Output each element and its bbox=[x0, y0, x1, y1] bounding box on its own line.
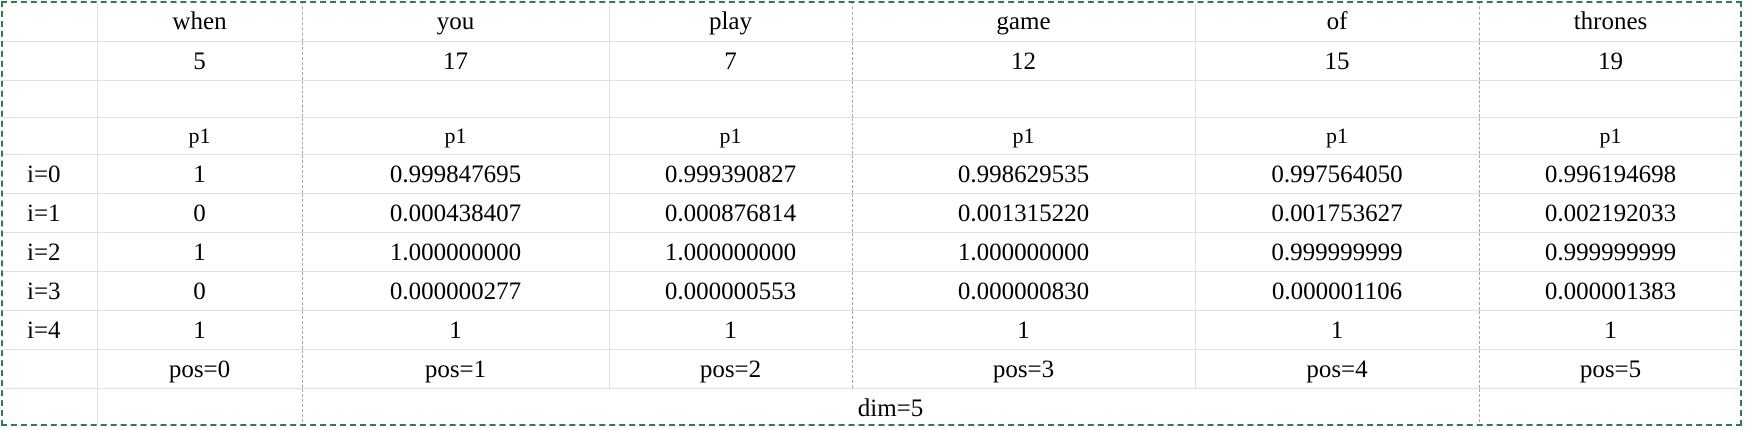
value-cell[interactable]: 0.999999999 bbox=[1195, 232, 1480, 272]
data-row-i1: i=1 0 0.000438407 0.000876814 0.00131522… bbox=[3, 193, 1740, 233]
value-cell[interactable]: 0.998629535 bbox=[852, 154, 1196, 194]
cell-empty[interactable] bbox=[3, 117, 98, 155]
p1-row: p1 p1 p1 p1 p1 p1 bbox=[3, 117, 1740, 155]
id-cell[interactable]: 12 bbox=[852, 41, 1196, 81]
cell-empty[interactable] bbox=[3, 388, 98, 424]
position-cell[interactable]: pos=4 bbox=[1195, 349, 1480, 389]
p1-cell[interactable]: p1 bbox=[852, 117, 1196, 155]
position-cell[interactable]: pos=0 bbox=[97, 349, 303, 389]
value-cell[interactable]: 0.001315220 bbox=[852, 193, 1196, 233]
row-label[interactable]: i=1 bbox=[3, 193, 98, 233]
words-row: when you play game of thrones bbox=[3, 3, 1740, 42]
word-cell[interactable]: when bbox=[97, 3, 303, 42]
id-cell[interactable]: 7 bbox=[609, 41, 853, 81]
data-row-i4: i=4 1 1 1 1 1 1 bbox=[3, 310, 1740, 350]
id-cell[interactable]: 15 bbox=[1195, 41, 1480, 81]
dim-row: dim=5 bbox=[3, 388, 1740, 424]
value-cell[interactable]: 0.999390827 bbox=[609, 154, 853, 194]
cell-empty[interactable] bbox=[3, 41, 98, 81]
p1-cell[interactable]: p1 bbox=[609, 117, 853, 155]
value-cell[interactable]: 1.000000000 bbox=[609, 232, 853, 272]
dim-cell[interactable]: dim=5 bbox=[302, 388, 1480, 424]
row-label[interactable]: i=0 bbox=[3, 154, 98, 194]
id-cell[interactable]: 19 bbox=[1479, 41, 1740, 81]
positions-row: pos=0 pos=1 pos=2 pos=3 pos=4 pos=5 bbox=[3, 349, 1740, 389]
p1-cell[interactable]: p1 bbox=[1195, 117, 1480, 155]
word-cell[interactable]: game bbox=[852, 3, 1196, 42]
row-label[interactable]: i=4 bbox=[3, 310, 98, 350]
value-cell[interactable]: 0.000001106 bbox=[1195, 271, 1480, 311]
cell-empty[interactable] bbox=[3, 80, 98, 118]
value-cell[interactable]: 0.000876814 bbox=[609, 193, 853, 233]
value-cell[interactable]: 0.000000277 bbox=[302, 271, 610, 311]
value-cell[interactable]: 0.000000553 bbox=[609, 271, 853, 311]
value-cell[interactable]: 1 bbox=[609, 310, 853, 350]
word-cell[interactable]: of bbox=[1195, 3, 1480, 42]
value-cell[interactable]: 1 bbox=[852, 310, 1196, 350]
p1-cell[interactable]: p1 bbox=[97, 117, 303, 155]
cell-empty[interactable] bbox=[609, 80, 853, 118]
value-cell[interactable]: 0.999999999 bbox=[1479, 232, 1740, 272]
cell-empty[interactable] bbox=[97, 388, 303, 424]
cell-empty[interactable] bbox=[852, 80, 1196, 118]
id-cell[interactable]: 17 bbox=[302, 41, 610, 81]
row-label[interactable]: i=2 bbox=[3, 232, 98, 272]
cell-empty[interactable] bbox=[1195, 80, 1480, 118]
cell-empty[interactable] bbox=[1479, 80, 1740, 118]
value-cell[interactable]: 1 bbox=[97, 310, 303, 350]
word-cell[interactable]: you bbox=[302, 3, 610, 42]
position-cell[interactable]: pos=5 bbox=[1479, 349, 1740, 389]
p1-cell[interactable]: p1 bbox=[1479, 117, 1740, 155]
data-row-i0: i=0 1 0.999847695 0.999390827 0.99862953… bbox=[3, 154, 1740, 194]
cell-empty[interactable] bbox=[3, 349, 98, 389]
empty-row bbox=[3, 80, 1740, 118]
row-label[interactable]: i=3 bbox=[3, 271, 98, 311]
value-cell[interactable]: 1.000000000 bbox=[302, 232, 610, 272]
id-cell[interactable]: 5 bbox=[97, 41, 303, 81]
cell-empty[interactable] bbox=[97, 80, 303, 118]
p1-cell[interactable]: p1 bbox=[302, 117, 610, 155]
value-cell[interactable]: 1 bbox=[97, 154, 303, 194]
value-cell[interactable]: 0.999847695 bbox=[302, 154, 610, 194]
cell-empty[interactable] bbox=[302, 80, 610, 118]
value-cell[interactable]: 0.000438407 bbox=[302, 193, 610, 233]
value-cell[interactable]: 0.997564050 bbox=[1195, 154, 1480, 194]
value-cell[interactable]: 1 bbox=[302, 310, 610, 350]
value-cell[interactable]: 1.000000000 bbox=[852, 232, 1196, 272]
ids-row: 5 17 7 12 15 19 bbox=[3, 41, 1740, 81]
position-cell[interactable]: pos=2 bbox=[609, 349, 853, 389]
value-cell[interactable]: 0.002192033 bbox=[1479, 193, 1740, 233]
position-cell[interactable]: pos=3 bbox=[852, 349, 1196, 389]
value-cell[interactable]: 0.000000830 bbox=[852, 271, 1196, 311]
value-cell[interactable]: 0.996194698 bbox=[1479, 154, 1740, 194]
value-cell[interactable]: 0.000001383 bbox=[1479, 271, 1740, 311]
word-cell[interactable]: play bbox=[609, 3, 853, 42]
value-cell[interactable]: 1 bbox=[97, 232, 303, 272]
value-cell[interactable]: 0 bbox=[97, 271, 303, 311]
cell-empty[interactable] bbox=[3, 3, 98, 42]
position-cell[interactable]: pos=1 bbox=[302, 349, 610, 389]
value-cell[interactable]: 0.001753627 bbox=[1195, 193, 1480, 233]
data-row-i2: i=2 1 1.000000000 1.000000000 1.00000000… bbox=[3, 232, 1740, 272]
value-cell[interactable]: 1 bbox=[1479, 310, 1740, 350]
word-cell[interactable]: thrones bbox=[1479, 3, 1740, 42]
data-row-i3: i=3 0 0.000000277 0.000000553 0.00000083… bbox=[3, 271, 1740, 311]
value-cell[interactable]: 0 bbox=[97, 193, 303, 233]
value-cell[interactable]: 1 bbox=[1195, 310, 1480, 350]
cell-empty[interactable] bbox=[1479, 388, 1740, 424]
